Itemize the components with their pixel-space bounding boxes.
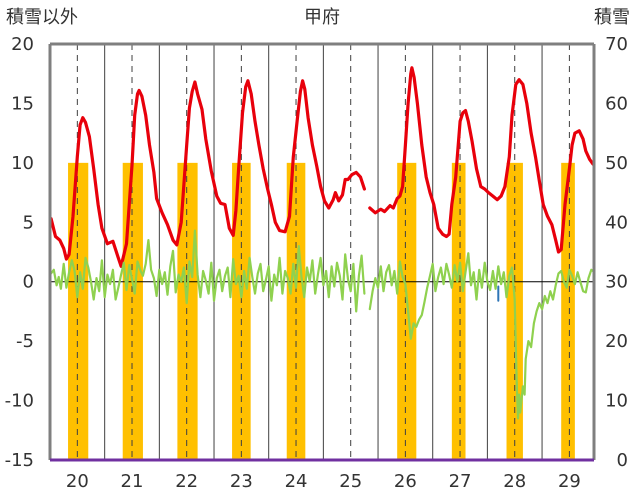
lines-layer — [49, 66, 595, 420]
y-right-tick-label: 10 — [605, 391, 628, 412]
snow-bar — [561, 162, 575, 460]
x-tick-label: 24 — [285, 471, 308, 492]
snow-bar — [177, 162, 198, 460]
x-tick-label: 26 — [394, 471, 417, 492]
x-tick-label: 27 — [449, 471, 472, 492]
y-left-tick-label: -5 — [16, 331, 34, 352]
x-tick-label: 20 — [66, 471, 89, 492]
x-tick-label: 23 — [230, 471, 253, 492]
y-left-tick-label: 5 — [23, 212, 34, 233]
frame-layer — [48, 42, 596, 462]
y-right-tick-label: 30 — [605, 272, 628, 293]
y-left-tick-label: 15 — [11, 93, 34, 114]
chart-title: 甲府 — [304, 7, 340, 28]
y-right-tick-label: 0 — [617, 450, 628, 471]
y-right-tick-label: 70 — [605, 34, 628, 55]
left-axis-title: 積雪以外 — [6, 7, 78, 28]
green_series-line — [50, 229, 366, 313]
snow-bar — [122, 162, 143, 460]
y-left-tick-label: 20 — [11, 34, 34, 55]
right-axis-title: 積雪 — [594, 7, 630, 28]
snow-bar — [451, 162, 466, 460]
green_series-line — [368, 252, 594, 420]
temperature-line — [368, 66, 595, 254]
x-tick-label: 21 — [121, 471, 144, 492]
y-left-tick-label: 0 — [23, 272, 34, 293]
snow-bar — [397, 162, 417, 460]
temperature-line — [49, 79, 366, 268]
snow-bars-layer — [68, 162, 575, 460]
x-tick-label: 25 — [339, 471, 362, 492]
y-left-tick-label: -10 — [5, 391, 34, 412]
y-right-tick-label: 60 — [605, 93, 628, 114]
y-right-tick-label: 50 — [605, 153, 628, 174]
y-right-tick-label: 20 — [605, 331, 628, 352]
y-right-tick-label: 40 — [605, 212, 628, 233]
x-tick-label: 28 — [503, 471, 526, 492]
y-left-tick-label: 10 — [11, 153, 34, 174]
snow-bar — [68, 162, 89, 460]
x-tick-label: 22 — [175, 471, 198, 492]
text-layer: 甲府 積雪以外 積雪 20151050-5-10-157060504030201… — [5, 7, 630, 492]
y-left-tick-label: -15 — [5, 450, 34, 471]
x-tick-label: 29 — [558, 471, 581, 492]
